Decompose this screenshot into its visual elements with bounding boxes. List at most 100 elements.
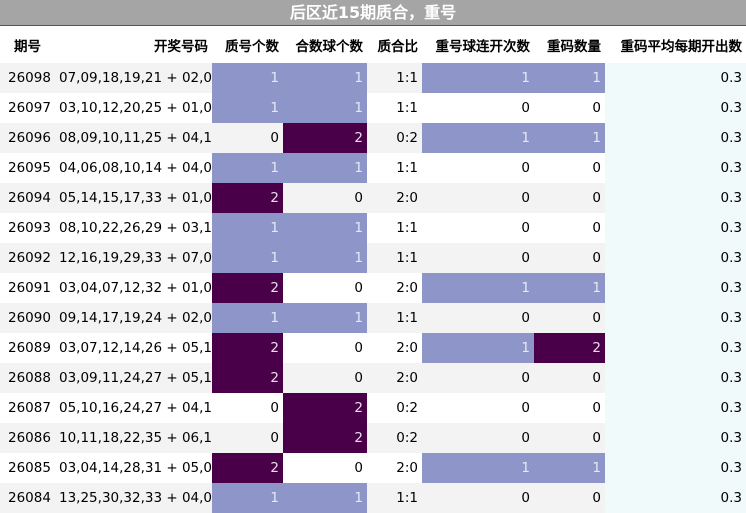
repeat-streak-cell: 0: [422, 423, 534, 453]
panel-title: 后区近15期质合，重号: [0, 0, 746, 26]
numbers-cell: 07,09,18,19,21 + 02,09: [55, 63, 212, 93]
numbers-cell: 12,16,19,29,33 + 07,09: [55, 243, 212, 273]
table-row: 26097 03,10,12,20,25 + 01,09 1 1 1:1 0 0 0.3: [0, 93, 746, 123]
numbers-cell: 10,11,18,22,35 + 06,12: [55, 423, 212, 453]
repeat-streak-cell: 0: [422, 393, 534, 423]
ratio-cell: 2:0: [367, 363, 422, 393]
period-cell: 26092: [0, 243, 55, 273]
repeat-avg-cell: 0.3: [605, 63, 746, 93]
table-row: 26096 08,09,10,11,25 + 04,12 0 2 0:2 1 1 0.3: [0, 123, 746, 153]
header-row: 期号 开奖号码 质号个数 合数球个数 质合比 重号球连开次数 重码数量 重码平均…: [0, 26, 746, 63]
repeat-avg-cell: 0.3: [605, 303, 746, 333]
repeat-avg-cell: 0.3: [605, 393, 746, 423]
table-row: 26091 03,04,07,12,32 + 01,02 2 0 2:0 1 1 0.3: [0, 273, 746, 303]
repeat-count-cell: 2: [534, 333, 605, 363]
ratio-cell: 1:1: [367, 243, 422, 273]
numbers-cell: 09,14,17,19,24 + 02,09: [55, 303, 212, 333]
repeat-count-cell: 0: [534, 153, 605, 183]
numbers-cell: 03,09,11,24,27 + 05,11: [55, 363, 212, 393]
repeat-count-cell: 1: [534, 63, 605, 93]
composite-count-cell: 1: [283, 213, 367, 243]
prime-count-cell: 1: [212, 63, 283, 93]
composite-count-cell: 1: [283, 153, 367, 183]
col-header-ratio: 质合比: [367, 26, 422, 63]
table-row: 26088 03,09,11,24,27 + 05,11 2 0 2:0 0 0 0.3: [0, 363, 746, 393]
composite-count-cell: 0: [283, 363, 367, 393]
repeat-avg-cell: 0.3: [605, 273, 746, 303]
prime-count-cell: 0: [212, 393, 283, 423]
repeat-count-cell: 1: [534, 453, 605, 483]
ratio-cell: 1:1: [367, 93, 422, 123]
composite-count-cell: 0: [283, 183, 367, 213]
table-row: 26098 07,09,18,19,21 + 02,09 1 1 1:1 1 1 0.3: [0, 63, 746, 93]
period-cell: 26085: [0, 453, 55, 483]
table-row: 26090 09,14,17,19,24 + 02,09 1 1 1:1 0 0 0.3: [0, 303, 746, 333]
repeat-count-cell: 0: [534, 483, 605, 513]
repeat-avg-cell: 0.3: [605, 123, 746, 153]
prime-count-cell: 1: [212, 213, 283, 243]
prime-count-cell: 2: [212, 273, 283, 303]
repeat-count-cell: 0: [534, 423, 605, 453]
prime-count-cell: 2: [212, 333, 283, 363]
repeat-streak-cell: 0: [422, 93, 534, 123]
period-cell: 26089: [0, 333, 55, 363]
repeat-count-cell: 0: [534, 363, 605, 393]
period-cell: 26097: [0, 93, 55, 123]
table-row: 26086 10,11,18,22,35 + 06,12 0 2 0:2 0 0 0.3: [0, 423, 746, 453]
period-cell: 26088: [0, 363, 55, 393]
period-cell: 26091: [0, 273, 55, 303]
repeat-streak-cell: 0: [422, 153, 534, 183]
prime-count-cell: 0: [212, 423, 283, 453]
numbers-cell: 04,06,08,10,14 + 04,05: [55, 153, 212, 183]
ratio-cell: 2:0: [367, 453, 422, 483]
repeat-avg-cell: 0.3: [605, 453, 746, 483]
repeat-streak-cell: 1: [422, 63, 534, 93]
composite-count-cell: 0: [283, 333, 367, 363]
repeat-streak-cell: 0: [422, 363, 534, 393]
numbers-cell: 08,09,10,11,25 + 04,12: [55, 123, 212, 153]
period-cell: 26096: [0, 123, 55, 153]
repeat-avg-cell: 0.3: [605, 243, 746, 273]
stats-table: 期号 开奖号码 质号个数 合数球个数 质合比 重号球连开次数 重码数量 重码平均…: [0, 26, 746, 513]
repeat-streak-cell: 0: [422, 243, 534, 273]
table-row: 26095 04,06,08,10,14 + 04,05 1 1 1:1 0 0 0.3: [0, 153, 746, 183]
table-row: 26085 03,04,14,28,31 + 05,07 2 0 2:0 1 1 0.3: [0, 453, 746, 483]
composite-count-cell: 2: [283, 123, 367, 153]
repeat-avg-cell: 0.3: [605, 213, 746, 243]
repeat-streak-cell: 1: [422, 333, 534, 363]
repeat-streak-cell: 0: [422, 303, 534, 333]
repeat-avg-cell: 0.3: [605, 363, 746, 393]
repeat-count-cell: 1: [534, 123, 605, 153]
composite-count-cell: 1: [283, 93, 367, 123]
ratio-cell: 0:2: [367, 393, 422, 423]
table-row: 26094 05,14,15,17,33 + 01,07 2 0 2:0 0 0 0.3: [0, 183, 746, 213]
ratio-cell: 0:2: [367, 123, 422, 153]
period-cell: 26094: [0, 183, 55, 213]
repeat-avg-cell: 0.3: [605, 333, 746, 363]
prime-count-cell: 1: [212, 483, 283, 513]
repeat-count-cell: 0: [534, 213, 605, 243]
col-header-composite-count: 合数球个数: [283, 26, 367, 63]
repeat-streak-cell: 1: [422, 123, 534, 153]
composite-count-cell: 1: [283, 243, 367, 273]
repeat-streak-cell: 0: [422, 213, 534, 243]
prime-count-cell: 1: [212, 153, 283, 183]
repeat-streak-cell: 0: [422, 183, 534, 213]
prime-count-cell: 1: [212, 243, 283, 273]
col-header-prime-count: 质号个数: [212, 26, 283, 63]
composite-count-cell: 1: [283, 483, 367, 513]
ratio-cell: 0:2: [367, 423, 422, 453]
repeat-avg-cell: 0.3: [605, 183, 746, 213]
prime-count-cell: 2: [212, 453, 283, 483]
repeat-count-cell: 1: [534, 273, 605, 303]
repeat-avg-cell: 0.3: [605, 153, 746, 183]
period-cell: 26084: [0, 483, 55, 513]
ratio-cell: 2:0: [367, 183, 422, 213]
table-row: 26092 12,16,19,29,33 + 07,09 1 1 1:1 0 0 0.3: [0, 243, 746, 273]
col-header-period: 期号: [0, 26, 55, 63]
numbers-cell: 03,04,14,28,31 + 05,07: [55, 453, 212, 483]
composite-count-cell: 2: [283, 393, 367, 423]
col-header-numbers: 开奖号码: [55, 26, 212, 63]
repeat-avg-cell: 0.3: [605, 93, 746, 123]
